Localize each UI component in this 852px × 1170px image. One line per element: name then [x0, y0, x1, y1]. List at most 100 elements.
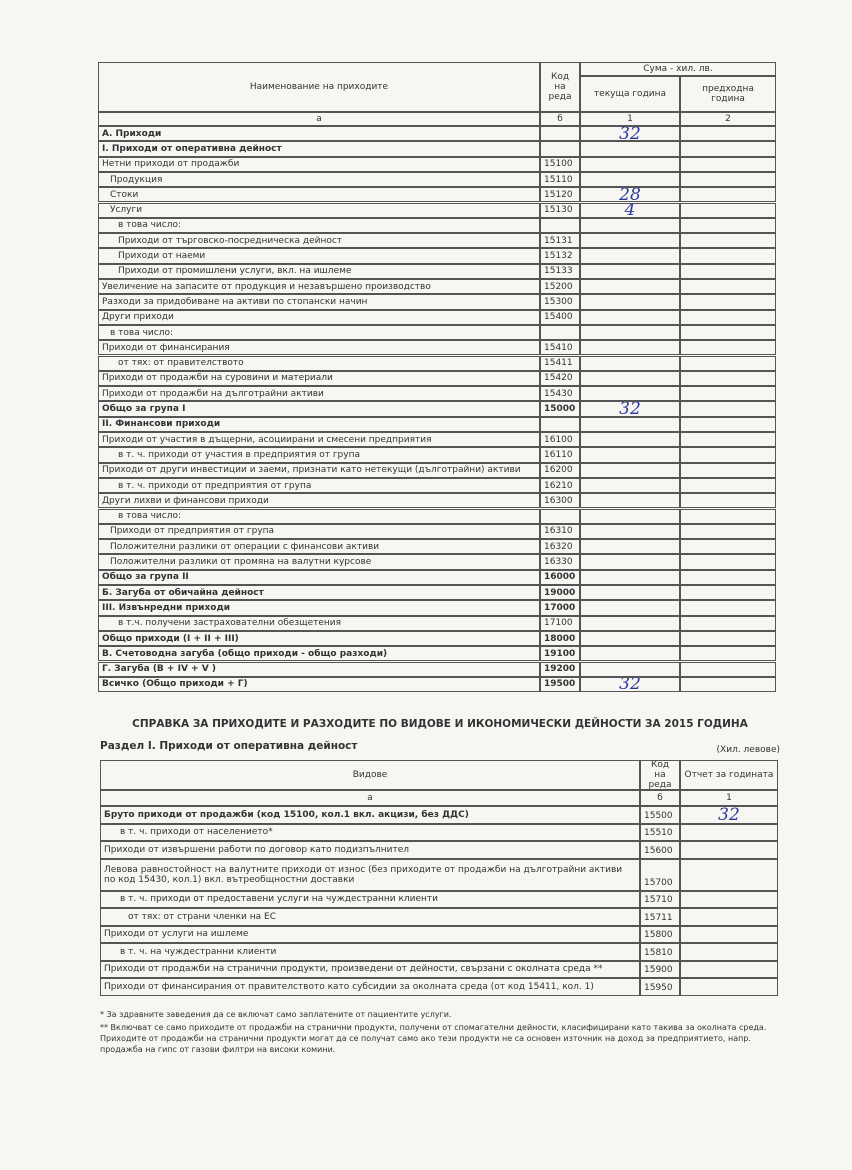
row-previous [680, 294, 776, 310]
row-name: Положителни разлики от промяна на валутн… [98, 554, 540, 570]
row-current: 32 [580, 126, 680, 142]
row-previous [680, 156, 776, 172]
row-code: 15400 [540, 309, 580, 325]
row-current [580, 447, 680, 463]
row-code: 15950 [640, 978, 680, 996]
row-value [680, 908, 778, 926]
row-code: 15810 [640, 943, 680, 961]
row-current [580, 600, 680, 616]
row-name: Нетни приходи от продажби [98, 156, 540, 172]
row-code: 16110 [540, 447, 580, 463]
row-value [680, 858, 778, 891]
row-previous [680, 569, 776, 585]
row-code: 15800 [640, 925, 680, 943]
row-name: В. Счетоводна загуба (общо приходи - общ… [98, 646, 540, 662]
row-name: в т.ч. получени застрахователни обезщете… [98, 615, 540, 631]
row-code [540, 126, 580, 142]
row-value [680, 925, 778, 943]
section-title: СПРАВКА ЗА ПРИХОДИТЕ И РАЗХОДИТЕ ПО ВИДО… [132, 718, 748, 730]
row-value [680, 943, 778, 961]
row-code: 15000 [540, 401, 580, 417]
row-code: 15411 [540, 355, 580, 371]
index-cell: 1 [580, 112, 680, 126]
row-previous [680, 401, 776, 417]
row-value: 32 [680, 806, 778, 824]
row-previous [680, 355, 776, 371]
row-current [580, 370, 680, 387]
row-code: 15510 [640, 823, 680, 841]
row-code: 15430 [540, 386, 580, 402]
name-header: Видове [100, 760, 640, 790]
row-previous [680, 493, 776, 509]
row-name: Приходи от финансирания [98, 340, 540, 356]
row-previous [680, 217, 776, 234]
row-name: Приходи от продажби на суровини и матери… [98, 370, 540, 387]
row-name: в това число: [98, 217, 540, 234]
row-code: 16300 [540, 493, 580, 509]
row-current: 32 [580, 676, 680, 693]
row-code: 15300 [540, 294, 580, 310]
row-code: 15120 [540, 187, 580, 203]
row-name: Приходи от търговско-посредническа дейно… [98, 233, 540, 249]
row-name: Б. Загуба от обичайна дейност [98, 585, 540, 601]
row-previous [680, 126, 776, 142]
row-code [540, 324, 580, 341]
row-code: 19000 [540, 585, 580, 601]
row-code: 19200 [540, 661, 580, 677]
row-current [580, 233, 680, 249]
row-code: 15200 [540, 279, 580, 295]
row-current [580, 615, 680, 631]
row-current [580, 508, 680, 524]
row-name: в това число: [98, 324, 540, 341]
row-code: 15700 [640, 858, 680, 891]
row-code: 16000 [540, 569, 580, 585]
row-name: Стоки [98, 187, 540, 203]
row-code: 15131 [540, 233, 580, 249]
section-subtitle: Раздел I. Приходи от оперативна дейност [100, 740, 358, 752]
row-name: Други приходи [98, 309, 540, 325]
row-previous [680, 263, 776, 279]
row-code: 15420 [540, 370, 580, 387]
row-current [580, 263, 680, 279]
row-code: 15110 [540, 171, 580, 188]
row-current [580, 248, 680, 264]
row-previous [680, 141, 776, 157]
row-code: 19500 [540, 676, 580, 693]
row-current [580, 386, 680, 402]
row-previous [680, 248, 776, 264]
row-code: 15410 [540, 340, 580, 356]
row-current [580, 539, 680, 555]
row-current [580, 340, 680, 356]
index-cell: а [98, 112, 540, 126]
row-name: Общо за група II [98, 569, 540, 585]
row-previous [680, 432, 776, 448]
row-code: 15900 [640, 960, 680, 978]
row-previous [680, 661, 776, 677]
row-name: Всичко (Общо приходи + Г) [98, 676, 540, 693]
row-code: 16310 [540, 523, 580, 540]
row-previous [680, 202, 776, 218]
row-value [680, 823, 778, 841]
row-current [580, 432, 680, 448]
row-name: Други лихви и финансови приходи [98, 493, 540, 509]
row-current [580, 585, 680, 601]
row-code: 15130 [540, 202, 580, 218]
name-header: Наименование на приходите [98, 62, 540, 112]
previous-header: предходна година [680, 76, 776, 112]
row-current [580, 171, 680, 188]
row-name: А. Приходи [98, 126, 540, 142]
row-current [580, 554, 680, 570]
row-name: Приходи от участия в дъщерни, асоциирани… [98, 432, 540, 448]
row-name: Приходи от промишлени услуги, вкл. на иш… [98, 263, 540, 279]
row-name: II. Финансови приходи [98, 416, 540, 432]
row-current [580, 355, 680, 371]
row-value [680, 978, 778, 996]
row-current [580, 217, 680, 234]
row-previous [680, 447, 776, 463]
row-value [680, 960, 778, 978]
row-code: 15132 [540, 248, 580, 264]
value-header: Отчет за годината [680, 760, 778, 790]
row-previous [680, 676, 776, 693]
current-header: текуща година [580, 76, 680, 112]
code-header: Код на реда [540, 62, 580, 112]
